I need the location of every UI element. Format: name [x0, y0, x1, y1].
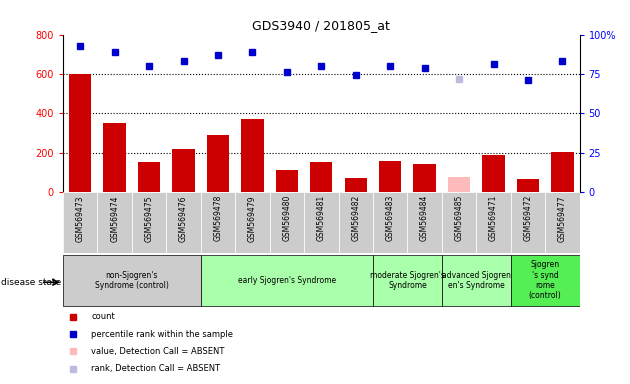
- Bar: [270, 192, 304, 253]
- Bar: [408, 192, 442, 253]
- Text: GSM569479: GSM569479: [248, 195, 257, 242]
- Bar: [207, 135, 229, 192]
- Text: GSM569476: GSM569476: [179, 195, 188, 242]
- Bar: [483, 155, 505, 192]
- Text: rank, Detection Call = ABSENT: rank, Detection Call = ABSENT: [91, 364, 220, 373]
- Bar: [138, 162, 160, 192]
- Text: percentile rank within the sample: percentile rank within the sample: [91, 329, 233, 339]
- Title: GDS3940 / 201805_at: GDS3940 / 201805_at: [253, 19, 390, 32]
- Bar: [132, 192, 166, 253]
- Text: GSM569484: GSM569484: [420, 195, 429, 242]
- Text: value, Detection Call = ABSENT: value, Detection Call = ABSENT: [91, 347, 225, 356]
- Bar: [166, 192, 201, 253]
- Bar: [442, 255, 511, 306]
- Text: moderate Sjogren's
Syndrome: moderate Sjogren's Syndrome: [370, 271, 445, 290]
- Text: Sjogren
's synd
rome
(control): Sjogren 's synd rome (control): [529, 260, 561, 300]
- Bar: [201, 192, 235, 253]
- Bar: [373, 255, 442, 306]
- Text: disease state: disease state: [1, 278, 61, 287]
- Text: count: count: [91, 312, 115, 321]
- Text: GSM569478: GSM569478: [214, 195, 222, 242]
- Bar: [511, 255, 580, 306]
- Text: GSM569475: GSM569475: [145, 195, 154, 242]
- Bar: [63, 255, 201, 306]
- Bar: [551, 152, 573, 192]
- Bar: [379, 161, 401, 192]
- Bar: [304, 192, 338, 253]
- Text: GSM569480: GSM569480: [282, 195, 291, 242]
- Bar: [103, 123, 126, 192]
- Bar: [69, 74, 91, 192]
- Bar: [413, 164, 436, 192]
- Bar: [448, 177, 470, 192]
- Text: GSM569472: GSM569472: [524, 195, 532, 242]
- Bar: [511, 192, 545, 253]
- Text: advanced Sjogren
en's Syndrome: advanced Sjogren en's Syndrome: [442, 271, 511, 290]
- Text: GSM569485: GSM569485: [455, 195, 464, 242]
- Bar: [276, 170, 298, 192]
- Text: GSM569474: GSM569474: [110, 195, 119, 242]
- Text: non-Sjogren's
Syndrome (control): non-Sjogren's Syndrome (control): [95, 271, 169, 290]
- Bar: [235, 192, 270, 253]
- Text: GSM569483: GSM569483: [386, 195, 394, 242]
- Text: GSM569471: GSM569471: [489, 195, 498, 242]
- Bar: [173, 149, 195, 192]
- Text: GSM569473: GSM569473: [76, 195, 84, 242]
- Bar: [517, 179, 539, 192]
- Text: GSM569477: GSM569477: [558, 195, 567, 242]
- Text: early Sjogren's Syndrome: early Sjogren's Syndrome: [238, 276, 336, 285]
- Text: GSM569482: GSM569482: [352, 195, 360, 241]
- Bar: [310, 162, 333, 192]
- Bar: [345, 178, 367, 192]
- Bar: [373, 192, 408, 253]
- Bar: [545, 192, 580, 253]
- Bar: [63, 192, 98, 253]
- Bar: [98, 192, 132, 253]
- Bar: [442, 192, 476, 253]
- Bar: [241, 119, 263, 192]
- Text: GSM569481: GSM569481: [317, 195, 326, 241]
- Bar: [201, 255, 373, 306]
- Bar: [476, 192, 511, 253]
- Bar: [338, 192, 373, 253]
